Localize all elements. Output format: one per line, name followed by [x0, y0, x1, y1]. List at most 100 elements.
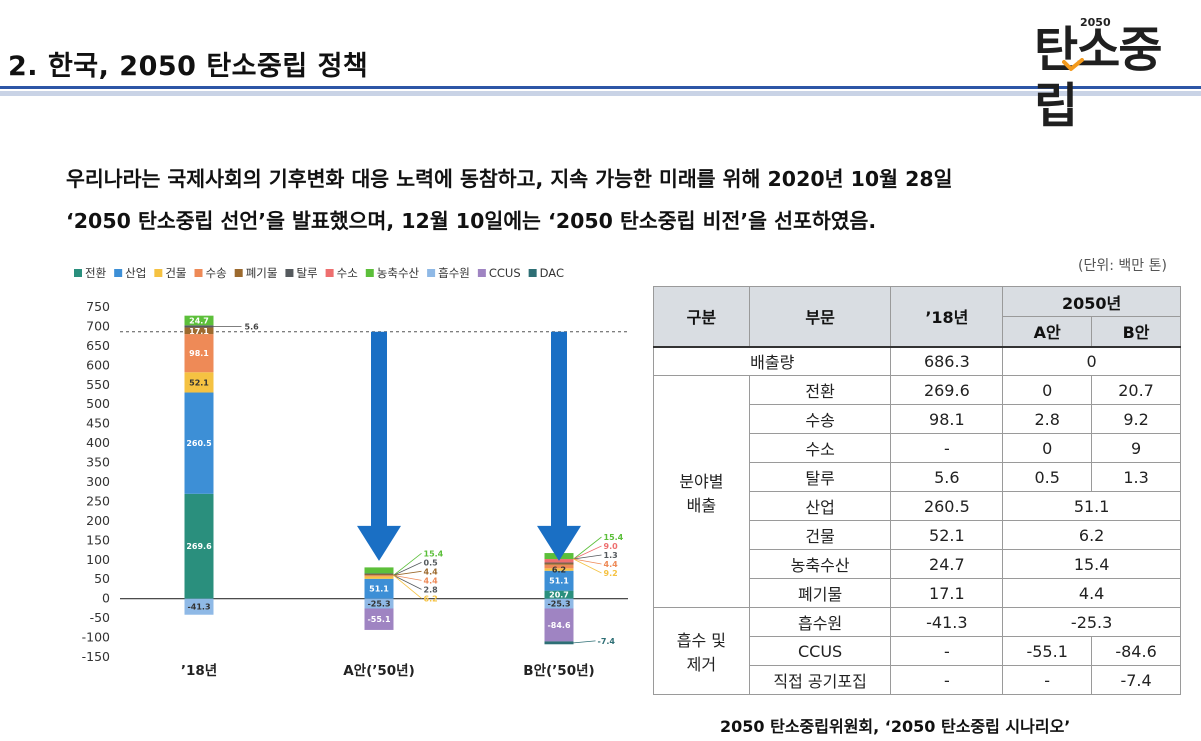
- value-plan-ab: 6.2: [1002, 520, 1181, 550]
- y-tick-label: -100: [82, 630, 110, 645]
- bar-segment: [544, 608, 574, 642]
- y-tick-label: 100: [86, 552, 110, 567]
- table-header-row: 구분 부문 ’18년 2050년: [653, 286, 1181, 348]
- category-label: ’18년: [181, 663, 217, 679]
- table-unit: (단위: 백만 톤): [1078, 258, 1167, 274]
- y-tick-label: 200: [86, 513, 110, 528]
- data-label: 1.3: [604, 551, 618, 560]
- sector-group-label: 분야별 배출: [653, 375, 750, 608]
- table-row: 농축수산 24.7 15.4: [654, 549, 1181, 579]
- table-row: 수송 98.1 2.8 9.2: [654, 404, 1181, 434]
- bar-segment: [544, 641, 574, 645]
- emissions-table: 구분 부문 ’18년 2050년 A안 B안 배출량 686.3 0 분야별 배…: [652, 286, 1181, 695]
- legend-swatch: [285, 269, 294, 277]
- value-2018: 269.6: [890, 375, 1004, 405]
- value-plan-b: 20.7: [1091, 375, 1181, 405]
- table-row: 직접 공기포집 - - -7.4: [654, 665, 1181, 695]
- data-label: 24.7: [189, 316, 209, 325]
- emissions-2018: 686.3: [890, 346, 1004, 376]
- title-divider: [0, 86, 1201, 89]
- value-2018: 5.6: [890, 462, 1004, 492]
- bar-segment: [364, 567, 394, 574]
- value-2018: 98.1: [890, 404, 1004, 434]
- down-arrow-head: [537, 525, 581, 561]
- description-line-1: 우리나라는 국제사회의 기후변화 대응 노력에 동참하고, 지속 가능한 미래를…: [66, 167, 953, 191]
- data-label: 15.4: [424, 549, 444, 558]
- value-plan-b: -84.6: [1091, 636, 1181, 666]
- table-row: CCUS - -55.1 -84.6: [654, 636, 1181, 666]
- y-tick-label: 250: [86, 493, 110, 508]
- bar-segment: [364, 578, 394, 599]
- value-plan-b: 1.3: [1091, 462, 1181, 492]
- legend-swatch: [234, 269, 243, 277]
- y-tick-label: 150: [86, 532, 110, 547]
- page-title: 2. 한국, 2050 탄소중립 정책: [8, 51, 369, 82]
- data-label: -25.3: [367, 600, 390, 609]
- data-label: 17.1: [189, 327, 209, 336]
- callout-line: [393, 575, 422, 599]
- value-2018: 24.7: [890, 549, 1004, 579]
- callout-line: [393, 574, 422, 581]
- down-arrow-head: [357, 525, 401, 561]
- bar-segment: [544, 563, 574, 565]
- callout-line: [573, 558, 602, 574]
- value-2018: 52.1: [890, 520, 1004, 550]
- bar-segment: [544, 564, 574, 569]
- source-citation: 2050 탄소중립위원회, ‘2050 탄소중립 시나리오’: [720, 717, 1071, 736]
- legend-label: 수송: [206, 266, 227, 280]
- data-label: 6.2: [552, 566, 566, 575]
- data-label: 9.2: [604, 569, 618, 578]
- legend-label: CCUS: [489, 266, 521, 280]
- y-tick-label: 300: [86, 474, 110, 489]
- data-label: -41.3: [187, 603, 210, 612]
- bar-segment: [364, 576, 394, 579]
- legend-swatch: [477, 269, 486, 277]
- sector-cell: 건물: [748, 520, 892, 550]
- sector-group-label-line-2: 배출: [686, 495, 717, 515]
- value-plan-a: -55.1: [1002, 636, 1093, 666]
- emissions-2050: 0: [1002, 346, 1181, 376]
- data-label: -7.4: [598, 637, 616, 646]
- y-tick-label: -50: [90, 610, 110, 625]
- down-arrow-shaft: [551, 331, 567, 528]
- data-label: 269.6: [186, 542, 212, 551]
- value-plan-b: 9: [1091, 433, 1181, 463]
- callout-line: [573, 558, 602, 565]
- value-plan-a: 0.5: [1002, 462, 1093, 492]
- removal-group-label: 흡수 및 제거: [653, 607, 750, 695]
- removal-group-label-line-1: 흡수 및: [676, 631, 726, 650]
- down-arrow-shaft: [371, 331, 387, 528]
- value-plan-a: 2.8: [1002, 404, 1093, 434]
- legend-label: 건물: [165, 266, 186, 280]
- bar-segment: [544, 570, 574, 591]
- carbon-neutral-logo: 2050 탄소중립: [1034, 16, 1194, 134]
- bar-segment: [364, 573, 394, 576]
- table-row: 수소 - 0 9: [654, 433, 1181, 463]
- value-plan-a: -: [1002, 665, 1093, 695]
- data-label: -25.3: [547, 600, 570, 609]
- bar-segment: [364, 608, 394, 630]
- callout-line: [573, 545, 602, 560]
- callout-line: [393, 561, 422, 576]
- bar-segment: [184, 325, 214, 328]
- legend-swatch: [365, 269, 374, 277]
- table-row: 분야별 배출 전환 269.6 0 20.7: [653, 375, 1181, 608]
- sector-cell: 농축수산: [748, 549, 892, 579]
- y-tick-label: 550: [86, 377, 110, 392]
- header-2018: ’18년: [890, 286, 1004, 348]
- bar-segment: [184, 493, 214, 599]
- y-tick-label: 700: [86, 318, 110, 333]
- y-tick-label: -150: [82, 649, 110, 664]
- check-icon: [1062, 58, 1084, 71]
- bar-segment: [544, 590, 574, 599]
- value-2018: -: [890, 665, 1004, 695]
- legend-label: 농축수산: [377, 266, 420, 280]
- y-tick-label: 750: [86, 299, 110, 314]
- value-2018: -41.3: [890, 607, 1004, 637]
- y-tick-label: 650: [86, 338, 110, 353]
- value-plan-a: 0: [1002, 375, 1093, 405]
- bar-segment: [544, 562, 574, 564]
- y-tick-label: 400: [86, 435, 110, 450]
- y-tick-label: 350: [86, 455, 110, 470]
- bar-segment: [184, 315, 214, 326]
